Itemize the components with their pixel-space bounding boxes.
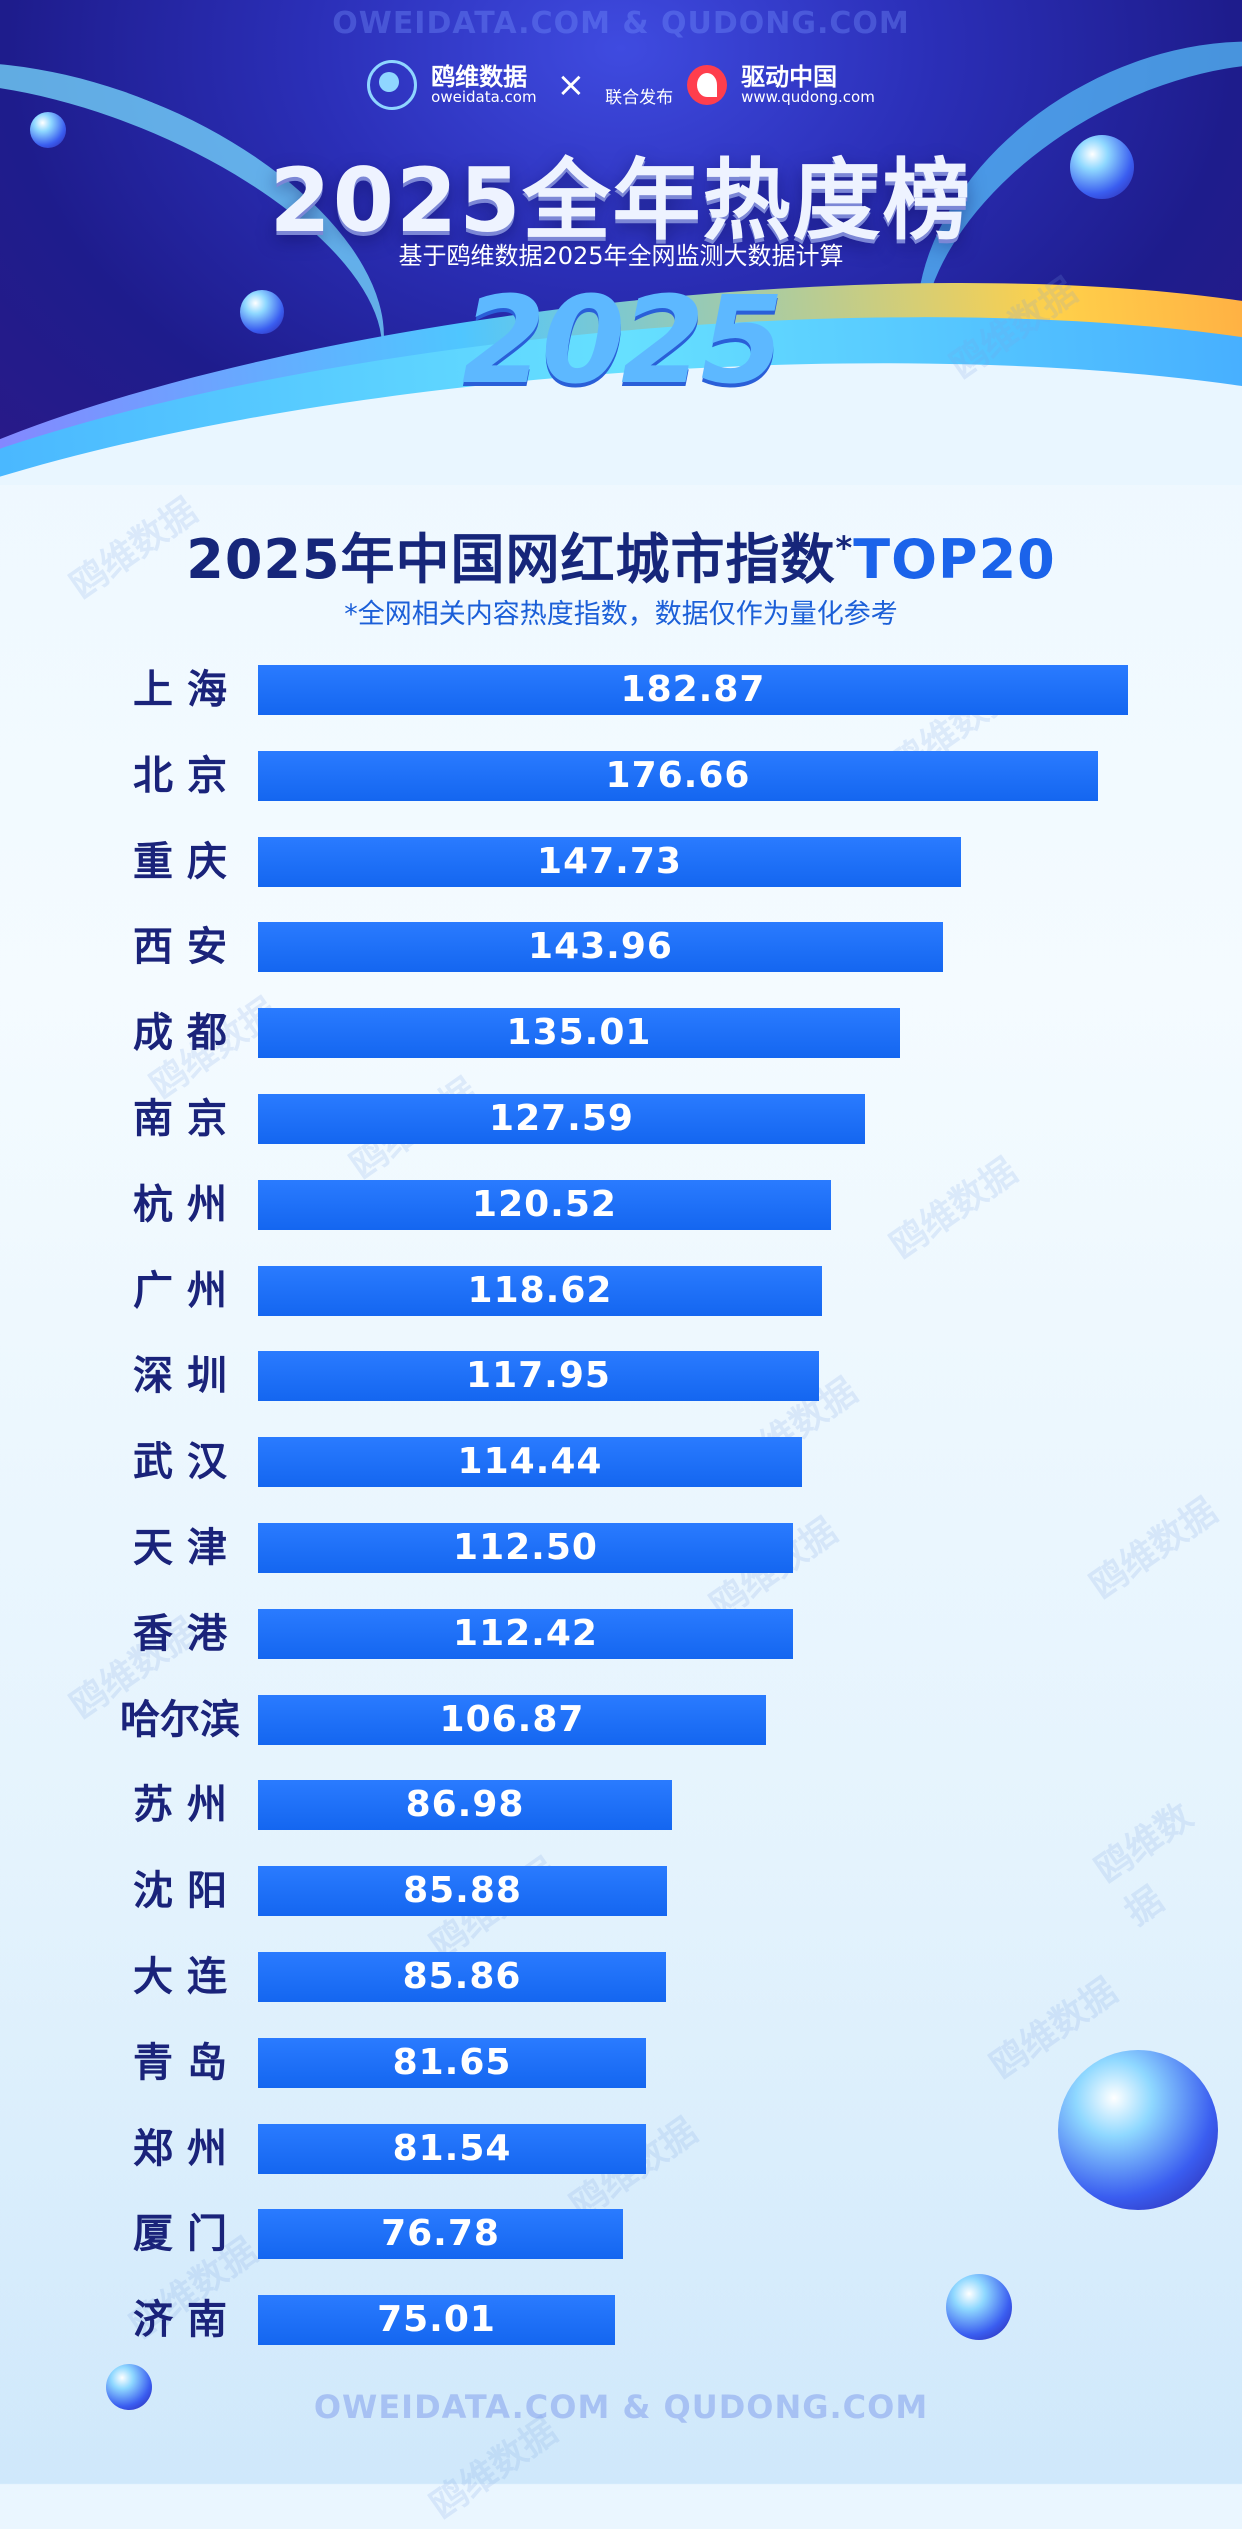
bar-value-label: 81.65 xyxy=(392,2041,512,2083)
decor-sphere xyxy=(30,112,66,148)
bar: 85.88 xyxy=(258,1866,667,1917)
bar: 120.52 xyxy=(258,1179,831,1230)
bar: 147.73 xyxy=(258,836,961,887)
bar: 76.78 xyxy=(258,2209,623,2260)
bar: 135.01 xyxy=(258,1008,900,1059)
bar: 75.01 xyxy=(258,2295,615,2346)
main-title: 2025全年热度榜 xyxy=(269,149,973,252)
bar: 112.50 xyxy=(258,1523,793,1573)
decor-sphere xyxy=(946,2274,1012,2340)
qudong-logo: 驱动中国 www.qudong.com xyxy=(741,62,875,106)
bar-value-label: 112.50 xyxy=(453,1527,598,1568)
oweidata-logo-icon xyxy=(367,60,418,110)
bar: 86.98 xyxy=(258,1780,672,1831)
chart-note: *全网相关内容热度指数，数据仅作为量化参考 xyxy=(344,599,898,630)
logo2-name: 驱动中国 xyxy=(741,62,838,91)
qudong-logo-icon xyxy=(687,65,728,105)
bar-value-label: 118.62 xyxy=(467,1269,613,1311)
bar-value-label: 147.73 xyxy=(537,840,682,882)
bar: 81.65 xyxy=(258,2037,646,2088)
decor-sphere xyxy=(106,2364,152,2410)
bar-value-label: 112.42 xyxy=(453,1612,598,1654)
bar-value-label: 182.87 xyxy=(620,669,766,710)
city-label: 郑 州 xyxy=(133,2125,227,2172)
bar: 117.95 xyxy=(258,1351,819,1402)
bar-value-label: 85.88 xyxy=(403,1870,522,1912)
bar-value-label: 106.87 xyxy=(439,1698,585,1740)
city-label: 哈尔滨 xyxy=(120,1696,240,1743)
bar-value-label: 76.78 xyxy=(381,2213,500,2255)
city-label: 济 南 xyxy=(133,2297,227,2344)
big-year: 2025 xyxy=(462,272,784,411)
logo2-url: www.qudong.com xyxy=(741,87,875,106)
city-label: 沈 阳 xyxy=(133,1868,227,1915)
chart-title-accent: TOP20 xyxy=(853,528,1056,591)
bar-value-label: 81.54 xyxy=(392,2127,512,2169)
bar: 182.87 xyxy=(258,665,1128,715)
city-label: 重 庆 xyxy=(133,838,227,885)
city-label: 武 汉 xyxy=(133,1439,227,1486)
bar: 176.66 xyxy=(258,750,1098,801)
bar-value-label: 75.01 xyxy=(377,2299,496,2341)
bar: 143.96 xyxy=(258,922,943,973)
header-banner: OWEIDATA.COM & QUDONG.COM 鸥维数据 oweidata.… xyxy=(0,0,1242,485)
bar: 114.44 xyxy=(258,1437,802,1488)
decor-sphere xyxy=(1070,135,1134,199)
city-label: 南 京 xyxy=(133,1096,227,1142)
city-label: 北 京 xyxy=(133,752,227,799)
city-label: 杭 州 xyxy=(133,1181,227,1228)
bar-value-label: 117.95 xyxy=(466,1355,611,1397)
chart-title: 2025年中国网红城市指数*TOP20 xyxy=(0,515,1242,594)
bar: 85.86 xyxy=(258,1952,666,2002)
logo1-url: oweidata.com xyxy=(431,87,537,106)
city-label: 广 州 xyxy=(133,1267,227,1314)
bar: 127.59 xyxy=(258,1094,865,1144)
bar-value-label: 127.59 xyxy=(489,1098,634,1139)
bar-value-label: 120.52 xyxy=(472,1183,617,1225)
subtitle: 基于鸥维数据2025年全网监测大数据计算 xyxy=(398,242,844,270)
oweidata-logo: 鸥维数据 oweidata.com xyxy=(431,62,537,106)
watermark-text: 鸥维数据 xyxy=(883,1150,1025,1267)
bar-value-label: 143.96 xyxy=(528,926,673,968)
chart-title-text: 2025年中国网红城市指数 xyxy=(186,528,836,591)
city-label: 厦 门 xyxy=(133,2211,227,2258)
watermark-bottom: OWEIDATA.COM & QUDONG.COM xyxy=(313,2388,929,2426)
bar-value-label: 135.01 xyxy=(506,1012,652,1054)
bar-value-label: 114.44 xyxy=(457,1441,603,1483)
city-label: 成 都 xyxy=(133,1010,227,1057)
bar-value-label: 85.86 xyxy=(402,1956,522,1997)
bar-value-label: 86.98 xyxy=(405,1784,525,1826)
watermark-top: OWEIDATA.COM & QUDONG.COM xyxy=(332,6,910,41)
bar: 112.42 xyxy=(258,1608,793,1659)
joint-release-label: 联合发布 xyxy=(605,88,674,108)
city-label: 上 海 xyxy=(133,667,227,713)
watermark-text: 鸥维数据 xyxy=(1083,1490,1225,1607)
bar: 81.54 xyxy=(258,2123,646,2174)
logo1-name: 鸥维数据 xyxy=(431,62,528,91)
city-label: 西 安 xyxy=(133,924,227,971)
collab-x-icon: × xyxy=(556,65,586,105)
city-label: 深 圳 xyxy=(133,1353,227,1400)
city-label: 大 连 xyxy=(133,1954,227,2000)
logo-row: 鸥维数据 oweidata.com × 联合发布 驱动中国 www.qudong… xyxy=(0,60,1242,110)
bar: 106.87 xyxy=(258,1694,766,1745)
city-label: 天 津 xyxy=(133,1525,227,1571)
decor-sphere xyxy=(1058,2050,1218,2210)
city-label: 香 港 xyxy=(133,1610,227,1657)
city-label: 苏 州 xyxy=(133,1782,227,1829)
decor-sphere xyxy=(240,290,284,334)
city-label: 青 岛 xyxy=(133,2039,227,2086)
bar-value-label: 176.66 xyxy=(605,754,751,796)
chart-title-mark: * xyxy=(835,529,854,567)
bar: 118.62 xyxy=(258,1265,822,1316)
watermark-text: 鸥维数据 xyxy=(1088,1795,1201,1934)
